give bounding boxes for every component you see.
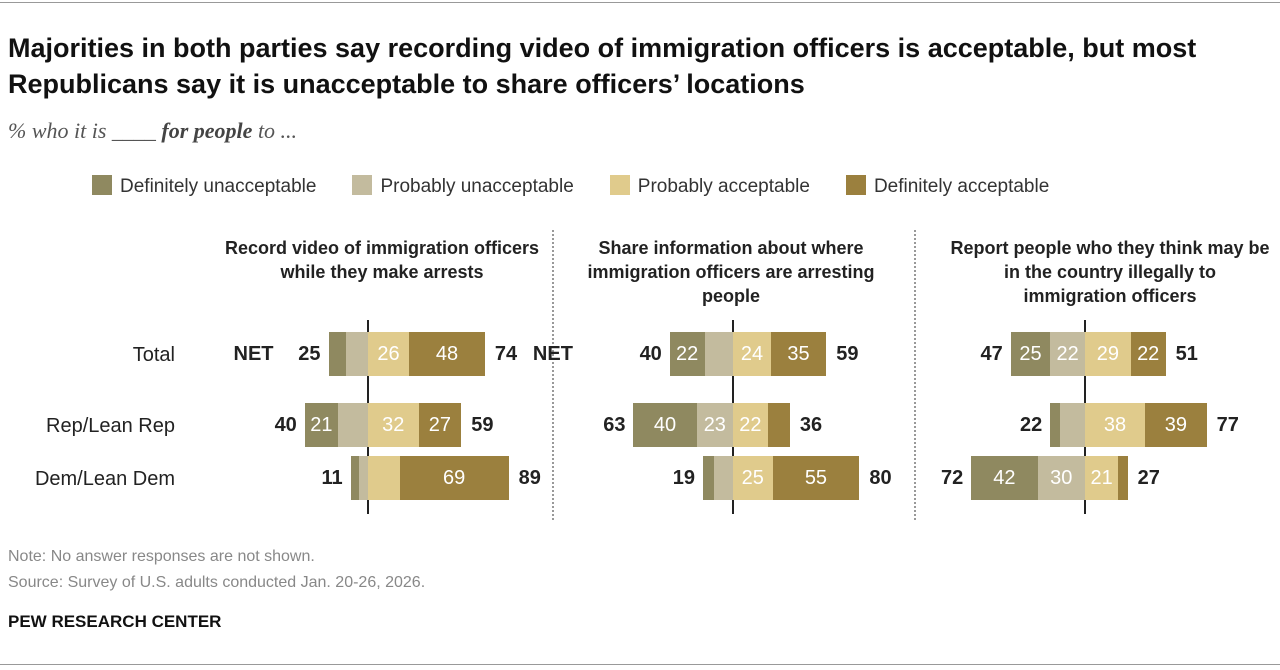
row-label: Dem/Lean Dem	[34, 468, 175, 490]
source: Source: Survey of U.S. adults conducted …	[8, 574, 426, 591]
bar-segment: 22	[733, 403, 768, 447]
bar-segment	[368, 456, 400, 500]
bar-segment	[702, 456, 715, 500]
subtitle-pre: % who it is ____	[8, 118, 162, 143]
net-acceptable-label: 59	[471, 414, 494, 436]
panel-separator	[914, 230, 916, 520]
net-acceptable-label: 74	[494, 343, 518, 365]
bar-segment	[358, 456, 368, 500]
bar-segment: 40	[633, 403, 697, 447]
bar-segment	[714, 456, 733, 500]
bar-segment: 22	[669, 332, 705, 376]
legend-item: Definitely unacceptable	[92, 175, 316, 198]
bar-segment: 42	[971, 456, 1038, 500]
top-rule	[0, 2, 1280, 3]
panel-title: Record video of immigration officers whi…	[224, 238, 540, 282]
net-unacceptable-label: 63	[603, 414, 626, 436]
panel-title: Share information about where immigratio…	[587, 238, 875, 306]
net-label: NET	[532, 343, 573, 365]
legend-item: Definitely acceptable	[845, 175, 1050, 198]
panel-separator	[552, 230, 554, 520]
legend-item: Probably acceptable	[609, 175, 810, 198]
note: Note: No answer responses are not shown.	[8, 548, 315, 565]
bar-segment: 26	[368, 332, 410, 376]
bar-segment: 25	[1010, 332, 1051, 376]
bar-segment: 35	[770, 332, 827, 376]
bar-segment: 38	[1085, 403, 1146, 447]
legend-item: Probably unacceptable	[352, 175, 574, 198]
net-label: NET	[233, 343, 274, 365]
bar-segment	[345, 332, 368, 376]
bar-segment	[704, 332, 733, 376]
bar-segment: 25	[733, 456, 773, 500]
bar-segment	[1118, 456, 1128, 500]
net-unacceptable-label: 25	[298, 343, 321, 365]
bar-segment	[1050, 403, 1060, 447]
net-acceptable-label: 59	[836, 343, 859, 365]
net-acceptable-label: 89	[518, 467, 541, 489]
net-acceptable-label: 51	[1175, 343, 1198, 365]
bar-segment: 30	[1037, 456, 1085, 500]
bar-segment: 32	[368, 403, 419, 447]
legend: Definitely unacceptable Probably unaccep…	[92, 175, 1049, 198]
net-unacceptable-label: 40	[639, 343, 662, 365]
net-acceptable-label: 36	[799, 414, 823, 436]
subtitle-post: to ...	[252, 118, 298, 143]
net-acceptable-label: 27	[1137, 467, 1160, 489]
net-unacceptable-label: 11	[321, 467, 343, 489]
row-label: Rep/Lean Rep	[46, 415, 175, 437]
bar-segment	[767, 403, 790, 447]
bar-segment: 48	[409, 332, 485, 376]
net-unacceptable-label: 19	[672, 467, 695, 489]
net-acceptable-label: 80	[869, 467, 892, 489]
bar-segment: 23	[696, 403, 733, 447]
bar-segment: 69	[399, 456, 509, 500]
subtitle-bold: for people	[161, 118, 253, 143]
bar-segment: 39	[1145, 403, 1207, 447]
bar-segment: 22	[1050, 332, 1085, 376]
legend-swatch	[92, 175, 112, 195]
net-acceptable-label: 77	[1216, 414, 1239, 436]
chart-subtitle: % who it is ____ for people to ...	[8, 118, 297, 144]
bar-segment	[328, 332, 346, 376]
net-unacceptable-label: 40	[274, 414, 297, 436]
legend-swatch	[845, 175, 866, 195]
net-unacceptable-label: 22	[1020, 414, 1043, 436]
legend-label: Definitely unacceptable	[120, 176, 317, 197]
net-unacceptable-label: 47	[980, 343, 1003, 365]
bar-segment: 22	[1130, 332, 1166, 376]
bar-segment	[1059, 403, 1085, 447]
bar-segment: 21	[304, 403, 338, 447]
legend-swatch	[609, 175, 630, 195]
net-unacceptable-label: 72	[941, 467, 964, 489]
bar-segment	[337, 403, 368, 447]
bar-segment: 29	[1085, 332, 1131, 376]
chart-title: Majorities in both parties say recording…	[8, 33, 1197, 99]
legend-swatch	[352, 175, 373, 195]
bar-segment: 24	[733, 332, 771, 376]
panel-title: Report people who they think may be in t…	[950, 238, 1270, 306]
bar-segment	[350, 456, 359, 500]
row-label: Total	[132, 344, 175, 366]
bar-segment: 27	[418, 403, 462, 447]
legend-label: Probably unacceptable	[380, 176, 574, 197]
brand-logo: PEW RESEARCH CENTER	[8, 612, 222, 631]
bar-segment: 21	[1085, 456, 1119, 500]
legend-label: Probably acceptable	[637, 176, 810, 197]
bar-segment: 55	[772, 456, 860, 500]
bottom-rule	[0, 664, 1280, 665]
legend-label: Definitely acceptable	[873, 176, 1050, 197]
